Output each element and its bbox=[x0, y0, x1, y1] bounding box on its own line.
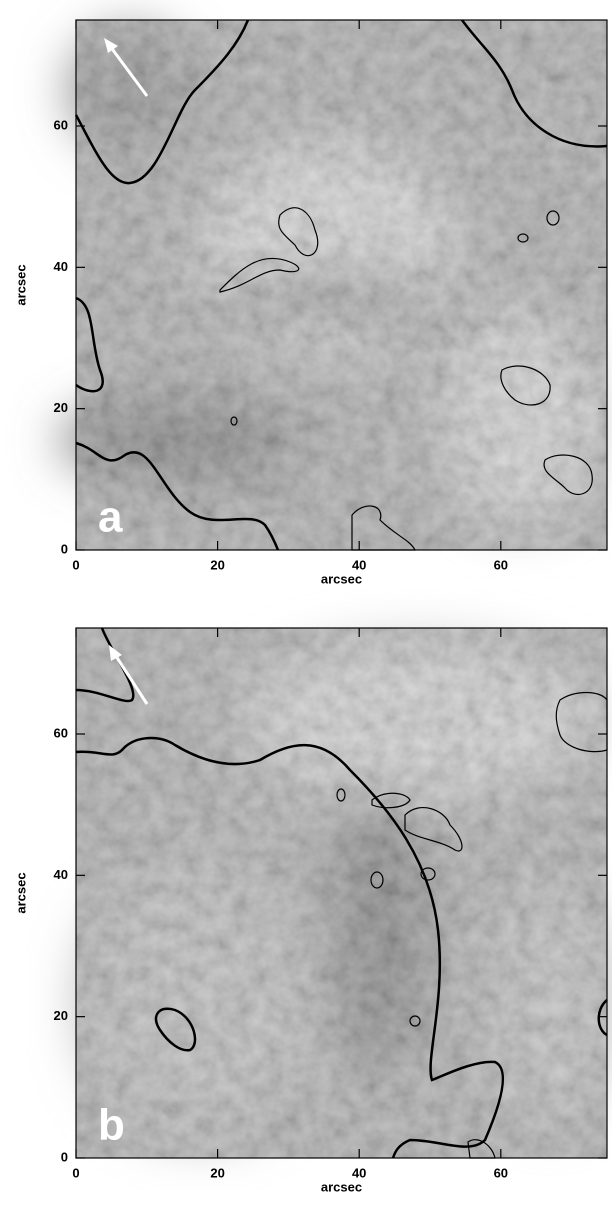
y-axis-label: arcsec bbox=[13, 872, 28, 913]
x-tick-label: 0 bbox=[72, 557, 79, 572]
x-tick-label: 20 bbox=[210, 557, 224, 572]
y-tick-label: 60 bbox=[54, 117, 68, 132]
x-tick-label: 60 bbox=[494, 1165, 508, 1180]
x-tick-label: 60 bbox=[494, 557, 508, 572]
x-tick-label: 0 bbox=[72, 1165, 79, 1180]
y-tick-label: 20 bbox=[54, 400, 68, 415]
x-axis-label: arcsec bbox=[321, 571, 362, 586]
y-tick-label: 0 bbox=[61, 541, 68, 556]
panel-label: a bbox=[98, 493, 123, 542]
figure: 0 20 40 60 0 20 40 60 arcsec arcsec a 0 20 40 60 0 20 40… bbox=[0, 0, 612, 1218]
y-tick-label: 40 bbox=[54, 259, 68, 274]
y-tick-label: 40 bbox=[54, 867, 68, 882]
y-tick-label: 20 bbox=[54, 1008, 68, 1023]
panel-label: b bbox=[98, 1101, 125, 1150]
y-axis-label: arcsec bbox=[13, 264, 28, 305]
x-tick-label: 40 bbox=[352, 1165, 366, 1180]
image-texture bbox=[76, 628, 607, 1158]
x-tick-label: 20 bbox=[210, 1165, 224, 1180]
y-tick-label: 60 bbox=[54, 725, 68, 740]
x-axis-label: arcsec bbox=[321, 1179, 362, 1194]
y-tick-label: 0 bbox=[61, 1149, 68, 1164]
panel-b: 0 20 40 60 0 20 40 60 arcsec arcsec b bbox=[13, 628, 610, 1194]
x-tick-label: 40 bbox=[352, 557, 366, 572]
panel-a: 0 20 40 60 0 20 40 60 arcsec arcsec a bbox=[13, 20, 607, 586]
